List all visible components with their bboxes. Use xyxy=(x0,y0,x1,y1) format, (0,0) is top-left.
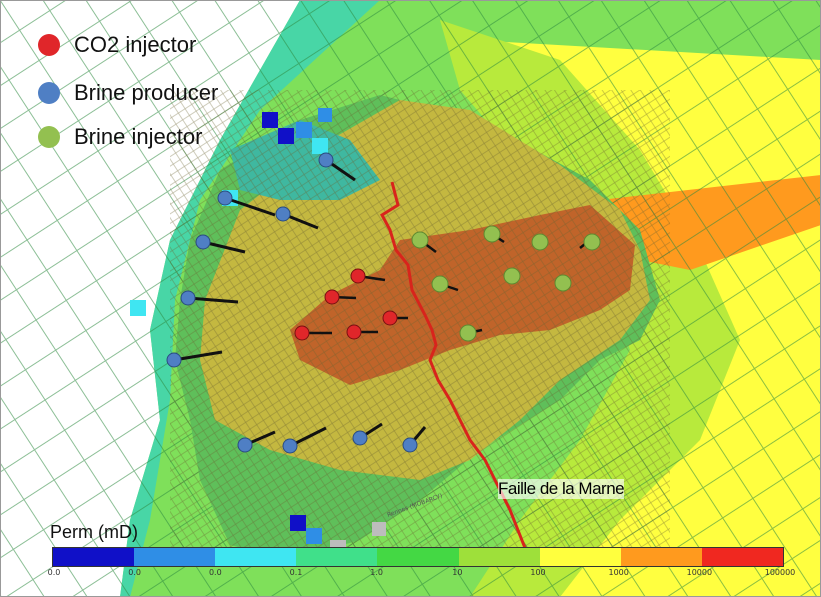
co2-injector-well xyxy=(346,324,378,340)
colorbar-segment xyxy=(458,548,540,566)
brine-injector-well xyxy=(459,324,483,342)
brine-producer-well xyxy=(275,206,319,230)
colorbar-segment xyxy=(215,548,297,566)
legend-label-brine-injector: Brine injector xyxy=(74,124,203,149)
colorbar-tick-label: 1000 xyxy=(608,568,629,577)
colorbar-segment xyxy=(53,548,135,566)
brine-producer-well xyxy=(195,234,246,254)
brine-producer-well xyxy=(282,426,327,454)
brine-injector-well xyxy=(531,233,549,251)
colorbar-segment xyxy=(134,548,216,566)
brine-injector-well xyxy=(554,274,572,292)
legend-label-co2-injector: CO2 injector xyxy=(74,32,197,57)
legend-item-brine-producer: Brine producer xyxy=(38,80,218,106)
colorbar-tick-label: 100000 xyxy=(764,568,796,577)
co2-injector-wells xyxy=(294,268,408,341)
fault-line xyxy=(380,181,527,549)
co2-injector-well xyxy=(350,268,386,284)
legend-label-brine-producer: Brine producer xyxy=(74,80,219,105)
brine-injector-well xyxy=(483,225,505,244)
colorbar-tick-label: 10 xyxy=(452,568,463,577)
brine-producer-well xyxy=(318,152,356,182)
colorbar-tick-label: 0.0 xyxy=(47,568,61,577)
brine-producer-wells xyxy=(166,152,427,454)
brine-injector-well xyxy=(431,275,459,293)
colorbar-tick-label: 100 xyxy=(530,568,546,577)
brine-injector-marker-icon xyxy=(38,126,60,148)
fault-label: Faille de la Marne xyxy=(498,479,625,499)
colorbar-tick-label: 1.0 xyxy=(370,568,384,577)
colorbar-tick-label: 0.0 xyxy=(208,568,222,577)
brine-producer-well xyxy=(180,290,239,306)
brine-producer-marker-icon xyxy=(38,82,60,104)
colorbar-segment xyxy=(296,548,378,566)
legend-item-co2-injector: CO2 injector xyxy=(38,32,196,58)
colorbar-segment xyxy=(620,548,702,566)
permeability-colorbar xyxy=(52,547,784,567)
brine-producer-well xyxy=(402,426,427,453)
colorbar-tick-label: 0.1 xyxy=(289,568,303,577)
colorbar-tick-label: 0.0 xyxy=(128,568,142,577)
brine-producer-well xyxy=(217,190,276,217)
brine-producer-well xyxy=(166,350,223,368)
co2-injector-well xyxy=(382,310,408,326)
co2-injector-marker-icon xyxy=(38,34,60,56)
brine-producer-well xyxy=(352,422,383,446)
co2-injector-well xyxy=(294,325,332,341)
brine-injector-well xyxy=(579,233,601,251)
brine-injector-well xyxy=(411,231,437,253)
colorbar-segment xyxy=(377,548,459,566)
co2-injector-well xyxy=(324,289,357,305)
colorbar-title: Perm (mD) xyxy=(50,522,138,542)
brine-injector-wells xyxy=(411,225,601,342)
colorbar-tick-label: 10000 xyxy=(686,568,713,577)
brine-producer-well xyxy=(237,430,276,453)
brine-injector-well xyxy=(503,267,521,285)
colorbar-segment xyxy=(701,548,783,566)
legend-item-brine-injector: Brine injector xyxy=(38,124,202,150)
colorbar-segment xyxy=(539,548,621,566)
